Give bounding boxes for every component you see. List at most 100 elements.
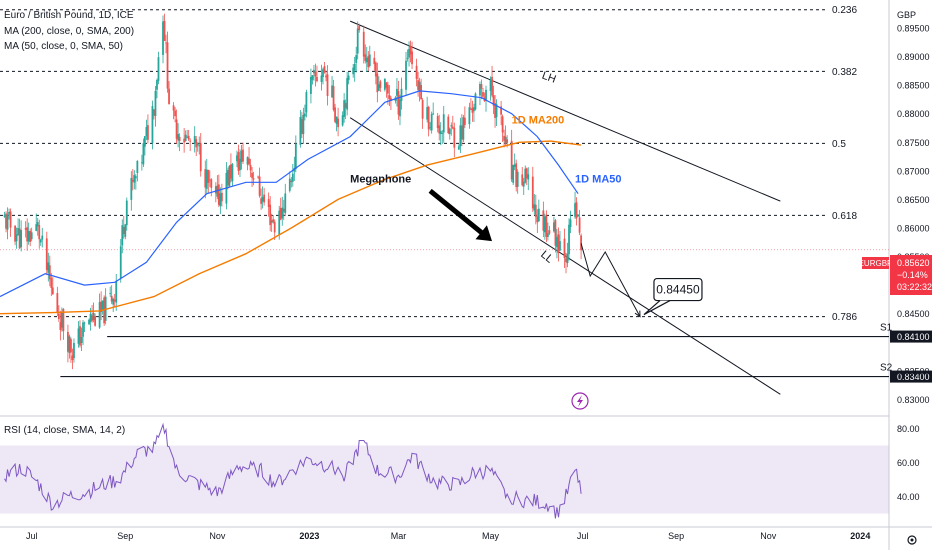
- candle-body: [426, 107, 429, 120]
- candle-body: [524, 168, 527, 183]
- support-badge-s1: [890, 330, 932, 343]
- candle-body: [457, 146, 460, 150]
- candle-body: [73, 342, 75, 359]
- gear-icon[interactable]: [907, 535, 917, 545]
- candle-body: [35, 224, 38, 231]
- candle-body: [468, 107, 471, 125]
- candle-body: [67, 331, 69, 352]
- candle-body: [515, 163, 518, 188]
- candle-body: [501, 116, 504, 133]
- target-box: [653, 277, 703, 302]
- candle-body: [36, 222, 39, 227]
- candle-body: [18, 228, 21, 249]
- candle-body: [214, 186, 217, 194]
- candle-body: [48, 265, 51, 280]
- fib-label-0.382: 0.382: [832, 67, 857, 78]
- candle-body: [172, 105, 175, 111]
- candle-body: [453, 127, 456, 148]
- candle-body: [577, 215, 579, 217]
- candle-body: [388, 95, 391, 99]
- time-tick-label: Nov: [760, 531, 777, 541]
- current-symbol: EURGBP: [859, 259, 893, 268]
- candle-body: [79, 326, 81, 346]
- candle-body: [14, 225, 16, 242]
- candle-body: [60, 312, 63, 328]
- candle-body: [546, 233, 549, 237]
- legend-title: Euro / British Pound, 1D, ICE: [4, 10, 134, 21]
- megaphone-label: Megaphone: [350, 173, 411, 185]
- candle-body: [473, 107, 475, 112]
- candle-body: [548, 230, 551, 234]
- candle-body: [347, 75, 350, 81]
- candle-body: [130, 177, 133, 200]
- candle-body: [140, 162, 143, 164]
- candle-body: [227, 170, 229, 186]
- candle-body: [174, 110, 176, 117]
- candle-body: [356, 28, 359, 54]
- candle-body: [109, 293, 112, 294]
- support-price-s1: 0.84100: [897, 332, 930, 342]
- candle-body: [89, 313, 92, 322]
- time-tick-label: 2024: [850, 531, 870, 541]
- candle-body: [300, 119, 303, 134]
- candle-body: [411, 51, 413, 65]
- projection-line: [580, 243, 641, 317]
- candle-body: [421, 100, 424, 119]
- candle-body: [175, 119, 178, 139]
- candle-body: [237, 152, 240, 171]
- candle-body: [557, 234, 560, 254]
- candle-body: [432, 113, 435, 115]
- candle-body: [230, 164, 232, 179]
- candle-body: [80, 336, 83, 343]
- candle-body: [513, 164, 516, 167]
- candle-body: [346, 78, 349, 110]
- candle-body: [162, 21, 164, 55]
- candle-body: [494, 103, 496, 118]
- candle-body: [38, 225, 41, 240]
- candle-body: [189, 140, 192, 142]
- candle-body: [322, 69, 324, 78]
- candle-body: [177, 134, 180, 141]
- candle-body: [193, 136, 196, 144]
- candle-body: [386, 84, 389, 94]
- candle-body: [485, 89, 487, 101]
- candle-body: [408, 48, 410, 58]
- candle-body: [522, 181, 525, 187]
- candle-body: [125, 200, 128, 226]
- candle-body: [154, 90, 157, 117]
- candle-body: [442, 114, 445, 133]
- candle-body: [566, 253, 569, 264]
- candle-body: [406, 58, 409, 59]
- candle-body: [450, 125, 453, 127]
- candle-body: [512, 164, 515, 183]
- time-tick-label: May: [482, 531, 500, 541]
- lh-label: LH: [540, 70, 557, 86]
- price-axis-currency: GBP: [897, 10, 916, 20]
- candle-body: [415, 65, 418, 79]
- candle-body: [352, 67, 355, 75]
- candle-body: [565, 258, 567, 263]
- candle-body: [326, 74, 329, 96]
- time-tick-label: Sep: [668, 531, 684, 541]
- candle-body: [482, 92, 484, 97]
- lightning-icon[interactable]: [571, 392, 589, 410]
- fib-label-0.786: 0.786: [832, 312, 857, 323]
- candle-body: [447, 116, 450, 134]
- moving-averages: [0, 90, 582, 315]
- candle-body: [51, 287, 54, 295]
- candle-body: [400, 88, 403, 101]
- candle-body: [533, 204, 536, 211]
- candle-body: [231, 164, 234, 182]
- fib-label-0.236: 0.236: [832, 5, 857, 16]
- candle-body: [134, 176, 137, 179]
- candle-body: [195, 139, 198, 148]
- candle-body: [110, 295, 113, 302]
- candle-body: [166, 42, 169, 89]
- candles: [3, 13, 582, 370]
- rsi-tick-label: 60.00: [897, 458, 920, 468]
- candle-body: [377, 84, 380, 91]
- candle-body: [492, 95, 495, 106]
- candle-body: [178, 136, 181, 142]
- candle-body: [281, 207, 284, 219]
